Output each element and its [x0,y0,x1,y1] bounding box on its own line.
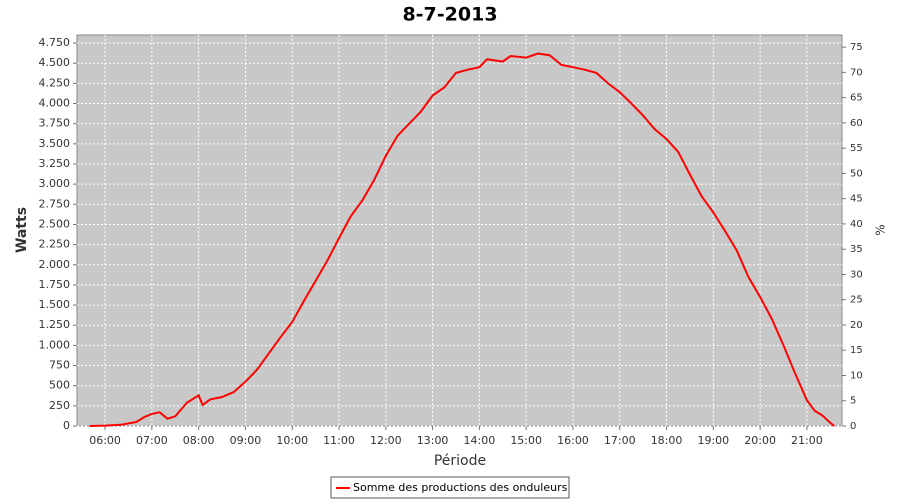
y2-tick-label: 20 [850,320,863,331]
legend-label: Somme des productions des onduleurs [353,481,568,494]
y2-tick-label: 50 [850,168,863,179]
y-tick-label: 750 [49,359,70,372]
x-tick-label: 16:00 [557,434,589,447]
y-tick-label: 1.000 [39,338,71,351]
x-tick-label: 12:00 [370,434,402,447]
x-tick-label: 19:00 [697,434,729,447]
legend-box [330,476,570,499]
plot-area [76,34,843,427]
y2-tick-label: 70 [850,67,863,78]
y2-tick-label: 5 [850,396,856,407]
x-tick-label: 06:00 [89,434,121,447]
y2-tick-label: 75 [850,42,863,53]
y2-tick-label: 15 [850,345,863,356]
y2-tick-label: 25 [850,295,863,306]
y-tick-label: 4.750 [39,36,71,49]
y-tick-label: 2.250 [39,238,71,251]
y2-tick-label: 65 [850,93,863,104]
y-tick-label: 4.000 [39,97,71,110]
x-tick-label: 17:00 [604,434,636,447]
line-series [89,52,835,427]
y-tick-label: 2.500 [39,217,71,230]
y-tick-label: 2.750 [39,197,71,210]
y-tick-label: 1.250 [39,318,71,331]
y-tick-label: 0 [63,419,70,432]
y2-tick-label: 40 [850,219,863,230]
x-tick-label: 18:00 [651,434,683,447]
y-tick-label: 4.250 [39,76,71,89]
y-tick-label: 1.500 [39,298,71,311]
y-tick-label: 3.000 [39,177,71,190]
y-tick-label: 3.500 [39,137,71,150]
y-tick-label: 1.750 [39,278,71,291]
y2-tick-label: 10 [850,370,863,381]
y-axis-label: Watts [14,207,30,253]
x-tick-label: 08:00 [183,434,215,447]
y2-axis-label: % [874,224,888,235]
y2-tick-label: 0 [850,421,856,432]
y2-tick-label: 55 [850,143,863,154]
chart-title: 8-7-2013 [402,4,497,26]
y-tick-label: 4.500 [39,56,71,69]
y-tick-label: 3.750 [39,117,71,130]
x-tick-label: 21:00 [791,434,823,447]
y-tick-label: 250 [49,399,70,412]
x-tick-label: 07:00 [136,434,168,447]
x-tick-label: 09:00 [230,434,262,447]
x-tick-label: 11:00 [323,434,355,447]
x-axis-label: Période [434,453,486,469]
y2-tick-label: 60 [850,118,863,129]
y2-tick-label: 35 [850,244,863,255]
x-tick-label: 15:00 [510,434,542,447]
y-tick-label: 500 [49,379,70,392]
y2-tick-label: 30 [850,269,863,280]
x-tick-label: 14:00 [464,434,496,447]
y-tick-label: 3.250 [39,157,71,170]
y2-tick-label: 45 [850,194,863,205]
x-tick-label: 13:00 [417,434,449,447]
x-tick-label: 10:00 [276,434,308,447]
y-tick-label: 2.000 [39,258,71,271]
x-tick-label: 20:00 [744,434,776,447]
